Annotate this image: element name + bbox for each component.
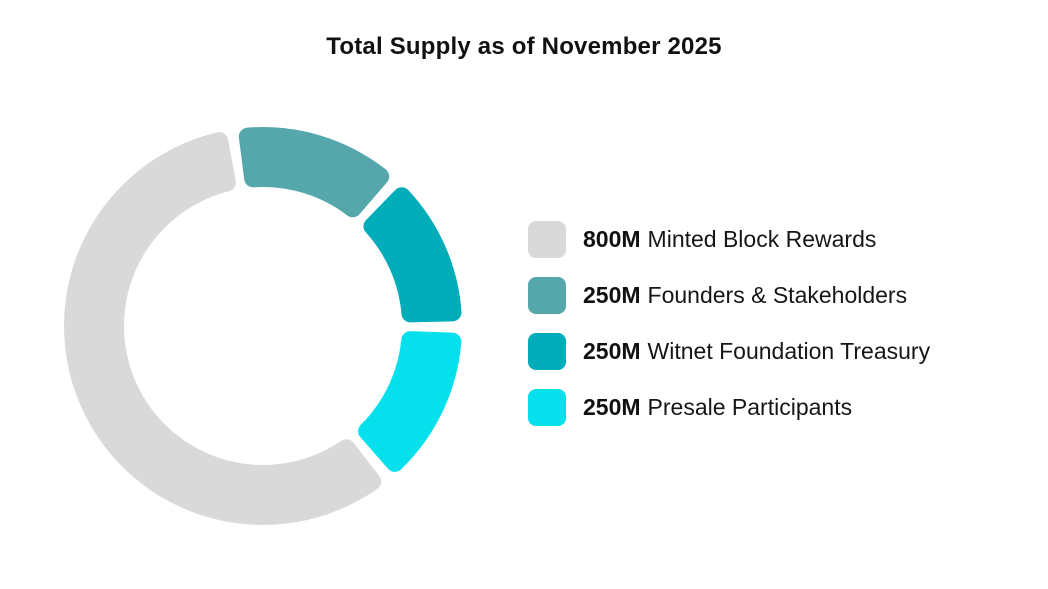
legend-swatch-founders-stakeholders (528, 277, 566, 314)
legend-item-founders-stakeholders: 250M Founders & Stakeholders (528, 277, 930, 314)
donut-chart (63, 127, 462, 526)
legend-value: 800M (583, 226, 641, 252)
legend-value: 250M (583, 394, 641, 420)
donut-segment-founders-stakeholders (238, 127, 390, 218)
legend-text: 250M Witnet Foundation Treasury (583, 333, 930, 370)
legend-text: 250M Presale Participants (583, 389, 852, 426)
legend-label: Founders & Stakeholders (647, 282, 908, 308)
donut-segment-presale-participants (358, 331, 462, 472)
legend-item-minted-block-rewards: 800M Minted Block Rewards (528, 221, 930, 258)
legend-label: Witnet Foundation Treasury (647, 338, 931, 364)
legend-label: Minted Block Rewards (647, 226, 877, 252)
chart-legend: 800M Minted Block Rewards 250M Founders & … (528, 221, 930, 426)
donut-segment-minted-block-rewards (63, 132, 382, 526)
legend-swatch-minted-block-rewards (528, 221, 566, 258)
legend-text: 250M Founders & Stakeholders (583, 277, 907, 314)
legend-value: 250M (583, 338, 641, 364)
legend-text: 800M Minted Block Rewards (583, 221, 876, 258)
chart-title: Total Supply as of November 2025 (326, 33, 722, 60)
legend-label: Presale Participants (647, 394, 853, 420)
legend-item-witnet-foundation-treasury: 250M Witnet Foundation Treasury (528, 333, 930, 370)
legend-item-presale-participants: 250M Presale Participants (528, 389, 930, 426)
donut-segment-witnet-foundation-treasury (363, 187, 462, 323)
legend-swatch-witnet-foundation-treasury (528, 333, 566, 370)
legend-swatch-presale-participants (528, 389, 566, 426)
legend-value: 250M (583, 282, 641, 308)
